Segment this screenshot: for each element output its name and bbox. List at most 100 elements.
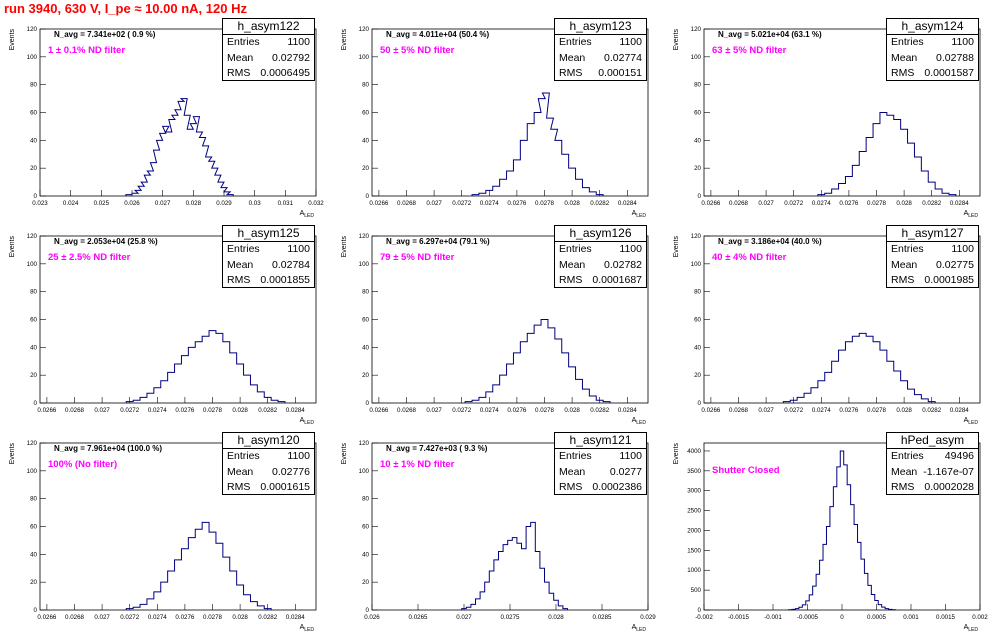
histogram-bin [844,465,847,610]
histogram-bin [147,393,154,403]
y-tick-label: 4000 [687,448,701,455]
x-tick-label: 0.024 [63,200,79,207]
stats-label: Entries [891,242,924,258]
histogram-bin [512,538,517,610]
stats-label: Entries [559,242,592,258]
histogram-bin [472,400,479,403]
y-tick-label: 80 [30,496,37,503]
y-tick-label: 100 [27,54,38,61]
histogram-bin [818,381,825,403]
y-tick-label: 100 [359,54,370,61]
histogram-bin [823,544,826,610]
y-tick-label: 0 [366,400,370,407]
histogram-bin [493,186,500,196]
stats-label: Mean [559,51,585,67]
stats-label: RMS [559,273,582,289]
y-tick-label: 60 [362,317,369,324]
x-tick-label: 0.0284 [286,407,305,414]
histogram-bin [839,183,846,196]
histogram-bin [168,571,175,610]
n-avg-label: N_avg = 3.186e+04 (40.0 %) [718,237,822,246]
histogram-bin [880,350,887,403]
histogram-bin [795,609,798,610]
histogram-bin [520,342,527,403]
y-tick-label: 20 [362,579,369,586]
histogram-bin [859,151,866,196]
y-tick-label: 100 [691,54,702,61]
x-tick-label: 0.028 [896,407,912,414]
stats-value: 0.02782 [604,258,642,274]
histogram-bin [188,538,195,610]
histogram-bin [500,179,507,196]
stats-label: RMS [891,273,914,289]
histogram-bin [921,171,928,196]
histogram-bin [894,371,901,403]
x-tick-label: 0.0276 [839,407,858,414]
x-tick-label: 0.028 [186,200,202,207]
histogram-bin [188,347,195,403]
x-tick-label: 0.0276 [175,407,194,414]
histogram-bin [202,522,209,610]
x-tick-label: -0.001 [764,614,782,621]
y-tick-label: 3000 [687,488,701,495]
stats-value: 0.0002028 [924,480,974,496]
histogram-bin [126,402,133,403]
x-tick-label: 0.028 [232,407,248,414]
stats-value: 1100 [287,449,310,465]
n-avg-label: N_avg = 7.427e+03 ( 9.3 %) [386,444,488,453]
x-tick-label: 0.0284 [286,614,305,621]
histogram-bin [894,119,901,196]
histogram-bin [223,557,230,610]
stats-box-title: h_asym122 [223,19,314,35]
histogram-bin [147,599,154,610]
stats-label: Mean [227,51,253,67]
histogram-bin [508,540,513,610]
y-tick-label: 80 [362,496,369,503]
histogram-bin [555,339,562,403]
y-tick-label: 120 [359,440,370,447]
histogram-bin [563,609,568,610]
stats-label: RMS [891,480,914,496]
y-axis-title: Events [9,443,16,465]
histogram-bin [837,467,840,610]
histogram-bin [548,328,555,403]
histogram-bin [209,331,216,403]
histogram-bin [840,451,843,610]
stats-value: 1100 [951,35,974,51]
y-axis-title: Events [673,29,680,51]
y-tick-label: 120 [359,26,370,33]
y-tick-label: 40 [362,137,369,144]
y-tick-label: 0 [34,607,38,614]
histogram-bin [230,571,237,610]
x-tick-label: -0.0005 [797,614,819,621]
stats-box-title: h_asym125 [223,226,314,242]
x-tick-label: 0.0282 [258,614,277,621]
histogram-bin [820,560,823,610]
y-tick-label: 120 [359,233,370,240]
stats-label: Entries [227,35,260,51]
histogram-bin [541,320,548,404]
y-axis-title: Events [9,29,16,51]
stats-value: 1100 [619,35,642,51]
histogram-bin [480,592,485,610]
x-tick-label: 0.0272 [452,407,471,414]
x-tick-label: 0.0284 [950,407,969,414]
stats-value: -1.167e-07 [923,465,974,481]
histogram-bin [471,604,476,610]
histogram-bin [576,179,583,196]
histogram-bin [154,388,161,403]
histogram-bin [928,182,935,196]
histogram-bin [589,192,596,196]
stats-value: 0.0001687 [592,273,642,289]
y-tick-label: 0 [34,400,38,407]
x-tick-label: 0.0272 [452,200,471,207]
histogram-bin [257,606,264,610]
y-axis-title: Events [341,443,348,465]
histogram-bin [227,195,233,196]
